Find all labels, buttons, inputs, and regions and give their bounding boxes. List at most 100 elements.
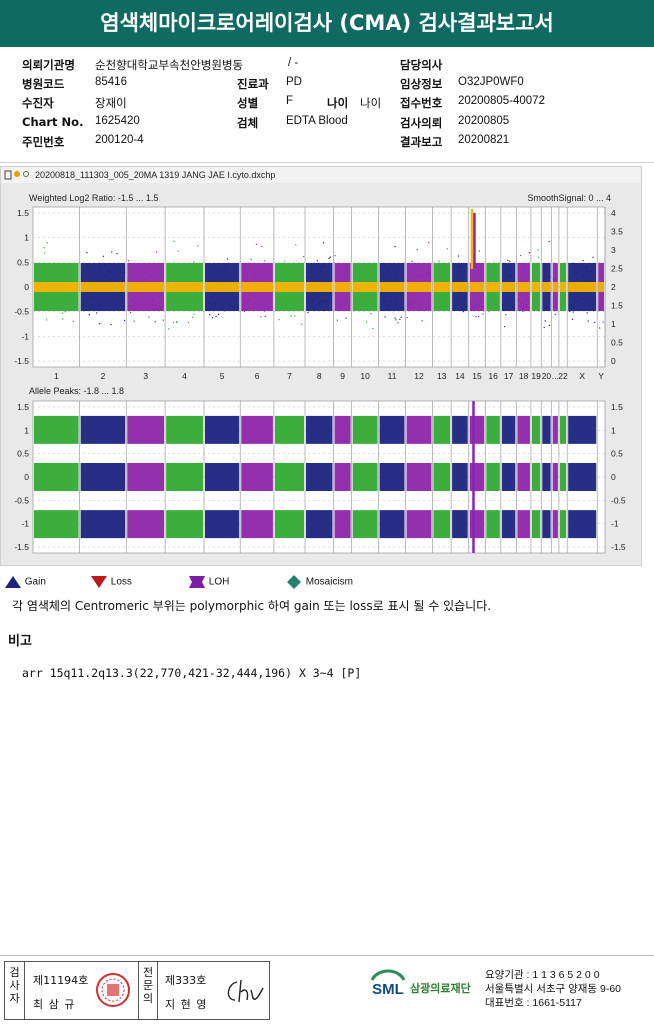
log2-left-tick: -1 (21, 331, 29, 341)
care-org-line: 요양기관 : 1 1 3 6 5 2 0 0 (485, 969, 600, 981)
log2-probe-point (110, 323, 112, 326)
chromosome-label: 1 (54, 371, 59, 381)
phone-line: 대표번호 : 1661-5117 (485, 997, 582, 1009)
log2-probe-point (590, 270, 592, 273)
log2-probe-point (587, 320, 589, 322)
log2-probe-point (325, 300, 327, 302)
log2-probe-point (372, 297, 374, 300)
log2-probe-point (242, 309, 244, 311)
log2-probe-point (241, 296, 243, 299)
log2-probe-point (34, 299, 37, 301)
log2-probe-point (421, 275, 423, 277)
allele-band-chr17 (501, 510, 516, 539)
log2-probe-point (474, 304, 477, 306)
log2-probe-point (53, 292, 56, 294)
allele-band-chr6 (241, 510, 273, 539)
allele-band-chr11 (379, 415, 405, 444)
log2-probe-point (577, 277, 579, 279)
section-divider (0, 162, 654, 163)
log2-probe-point (502, 304, 504, 306)
smooth-signal-chr10 (352, 282, 378, 292)
log2-probe-point (89, 296, 91, 298)
log2-probe-point (569, 310, 571, 312)
svg-text:SML: SML (372, 981, 404, 998)
report-footer: 검사자 제11194호 최 삼 규 전문의 제333호 지 현 영 SML 삼광… (0, 955, 654, 1024)
bottom-plot-title: Allele Peaks: -1.8 ... 1.8 (29, 386, 124, 396)
cma-plot-svg: 20200818_111303_005_20MA 1319 JANG JAE I… (1, 167, 641, 554)
log2-probe-point (442, 306, 444, 308)
log2-probe-point (154, 321, 156, 323)
legend-loh-label: LOH (208, 576, 230, 588)
log2-probe-point (363, 278, 365, 280)
log2-probe-point (135, 297, 138, 299)
log2-probe-point (385, 304, 388, 306)
log2-probe-point (510, 275, 512, 277)
smooth-signal-chr1 (34, 282, 79, 292)
allele-band-chr1 (34, 415, 79, 444)
smooth-signal-chr16 (486, 282, 500, 292)
log2-probe-point (49, 300, 52, 302)
log2-probe-point (193, 261, 195, 263)
log2-probe-point (336, 277, 339, 280)
log2-probe-point (548, 297, 550, 299)
log2-probe-point (465, 306, 467, 308)
log2-probe-point (312, 301, 314, 303)
hospital-code-value: 85416 (95, 76, 127, 88)
signature-box: 검사자 제11194호 최 삼 규 전문의 제333호 지 현 영 (4, 961, 270, 1020)
log2-probe-point (482, 313, 484, 315)
log2-probe-point (416, 248, 418, 251)
log2-probe-point (542, 265, 545, 267)
log2-probe-point (563, 278, 565, 280)
log2-probe-point (46, 319, 48, 321)
log2-probe-point (36, 302, 38, 304)
patient-value: 장재이 (95, 98, 127, 110)
log2-probe-point (512, 306, 514, 308)
log2-probe-point (83, 281, 85, 283)
log2-probe-point (582, 259, 584, 262)
allele-band-chr16 (486, 463, 500, 491)
log2-probe-point (497, 299, 499, 301)
log2-probe-point (110, 271, 112, 273)
log2-probe-point (522, 274, 525, 276)
allele-band-chr21 (552, 415, 558, 444)
log2-probe-point (458, 255, 460, 257)
log2-probe-point (247, 298, 250, 301)
log2-probe-point (478, 303, 481, 305)
allele-band-chr11 (379, 510, 405, 539)
log2-probe-point (329, 291, 332, 293)
org-name: 삼광의료재단 (410, 982, 471, 995)
log2-probe-point (321, 265, 324, 267)
log2-probe-point (365, 321, 368, 323)
log2-ratio-plot: 1.510.50-0.5-1-1.543.532.521.510.501 2 3 4 5… (14, 206, 623, 381)
log2-probe-point (242, 265, 244, 267)
top-plot-right-title: SmoothSignal: 0 ... 4 (527, 193, 611, 203)
allele-band-chr6 (241, 463, 273, 491)
ward-value: / - (288, 57, 299, 69)
tester-seal-stamp (96, 973, 130, 1007)
allele-left-tick: 0.5 (17, 449, 29, 459)
log2-probe-point (533, 270, 536, 272)
log2-probe-point (508, 275, 510, 277)
log2-probe-point (152, 268, 155, 270)
log2-probe-point (394, 298, 396, 300)
log2-probe-point (505, 314, 507, 316)
allele-band-chr7 (274, 415, 305, 444)
log2-probe-point (389, 272, 391, 274)
log2-probe-point (98, 303, 100, 305)
allele-right-tick: 0 (611, 472, 616, 482)
patient-label: 수진자 (22, 96, 54, 110)
log2-probe-point (44, 252, 46, 254)
log2-probe-point (537, 256, 540, 258)
log2-probe-point (482, 291, 484, 293)
allele-band-chr20 (542, 463, 551, 491)
log2-probe-point (84, 269, 86, 271)
log2-probe-point (344, 272, 346, 274)
log2-probe-point (586, 267, 588, 269)
log2-probe-point (428, 242, 430, 244)
log2-probe-point (526, 298, 528, 300)
allele-band-chr10 (352, 510, 378, 539)
log2-probe-point (488, 298, 490, 300)
log2-probe-point (524, 266, 526, 268)
log2-probe-point (472, 271, 474, 274)
log2-probe-point (572, 311, 574, 313)
